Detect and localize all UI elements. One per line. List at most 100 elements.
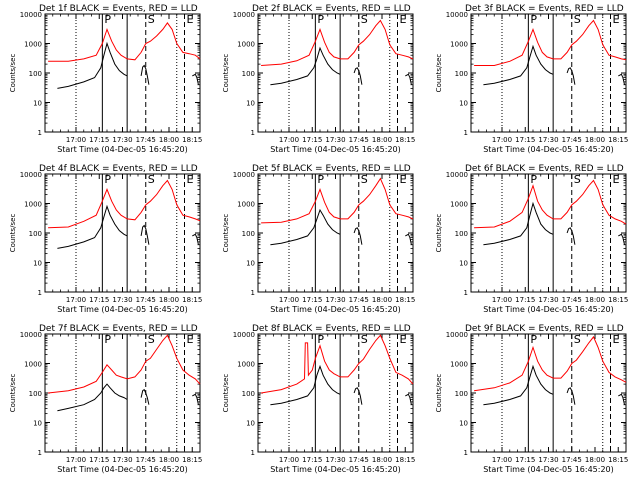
phase-flag: P — [317, 173, 324, 186]
x-tick-label: 18:15 — [608, 456, 628, 464]
x-tick-label: 17:45 — [136, 136, 156, 144]
x-tick-label: 18:15 — [182, 296, 202, 304]
phase-flag: S — [361, 333, 368, 346]
series-line — [566, 67, 576, 85]
phase-flag: P — [104, 13, 111, 26]
x-tick-label: 17:30 — [325, 296, 345, 304]
x-tick-label: 17:15 — [302, 296, 322, 304]
chart-panel: Det 6f BLACK = Events, RED = LLD 1 10 100 10… — [435, 164, 628, 314]
x-tick-label: 17:30 — [112, 136, 132, 144]
x-tick-label: 17:45 — [349, 296, 369, 304]
phase-flag: P — [104, 173, 111, 186]
x-tick-label: 17:45 — [562, 136, 582, 144]
y-tick-label: 100 — [29, 230, 42, 238]
x-tick-label: 17:30 — [112, 456, 132, 464]
x-tick-label: 18:00 — [372, 296, 392, 304]
x-tick-label: 17:30 — [112, 296, 132, 304]
series-line — [270, 364, 341, 406]
y-tick-label: 10 — [33, 260, 42, 268]
phase-flag: S — [148, 173, 155, 186]
x-tick-label: 18:15 — [395, 136, 415, 144]
chart-title: Det 6f BLACK = Events, RED = LLD — [465, 164, 624, 174]
y-axis-label: Counts/sec — [435, 374, 443, 413]
phase-flag: S — [574, 13, 581, 26]
x-tick-label: 17:00 — [492, 136, 512, 144]
y-tick-label: 100 — [29, 390, 42, 398]
phase-flag: S — [361, 173, 368, 186]
x-tick-label: 17:00 — [66, 296, 86, 304]
plot-frame — [44, 333, 201, 453]
plot-frame — [257, 333, 414, 453]
y-tick-label: 1000 — [450, 41, 468, 49]
x-tick-label: 18:00 — [159, 296, 179, 304]
phase-flag: E — [187, 13, 194, 26]
series-line — [261, 334, 414, 394]
series-line — [405, 233, 412, 245]
x-tick-label: 18:00 — [372, 136, 392, 144]
phase-flag: P — [104, 333, 111, 346]
x-tick-label: 17:00 — [279, 296, 299, 304]
series-line — [48, 22, 201, 62]
phase-flag: E — [613, 333, 620, 346]
x-axis-label: Start Time (04-Dec-05 16:45:20) — [57, 145, 188, 154]
chart-panel: Det 5f BLACK = Events, RED = LLD 1 10 100 10… — [222, 164, 415, 314]
phase-flag: E — [613, 13, 620, 26]
y-axis-label: Counts/sec — [435, 54, 443, 93]
x-tick-label: 17:00 — [66, 456, 86, 464]
series-line — [48, 179, 201, 229]
y-tick-label: 10000 — [233, 171, 255, 179]
series-line — [405, 393, 412, 405]
y-tick-label: 10000 — [233, 331, 255, 339]
y-tick-label: 10000 — [20, 171, 42, 179]
phase-flag: P — [530, 173, 537, 186]
phase-flag: P — [530, 333, 537, 346]
chart-title: Det 5f BLACK = Events, RED = LLD — [252, 164, 411, 174]
x-tick-label: 18:00 — [159, 456, 179, 464]
x-tick-label: 17:15 — [515, 456, 535, 464]
chart-panel: Det 8f BLACK = Events, RED = LLD 1 10 100 10… — [222, 324, 415, 474]
y-tick-label: 10 — [459, 260, 468, 268]
phase-flag: E — [613, 173, 620, 186]
phase-flag: S — [574, 333, 581, 346]
x-tick-label: 18:00 — [159, 136, 179, 144]
x-axis-label: Start Time (04-Dec-05 16:45:20) — [483, 305, 614, 314]
y-tick-label: 10000 — [20, 11, 42, 19]
x-tick-label: 17:15 — [302, 136, 322, 144]
series-line — [474, 179, 627, 229]
chart-title: Det 8f BLACK = Events, RED = LLD — [252, 324, 411, 334]
y-tick-label: 1 — [38, 289, 42, 297]
x-tick-label: 18:15 — [608, 296, 628, 304]
x-tick-label: 18:00 — [585, 296, 605, 304]
plot-frame — [257, 13, 414, 133]
y-tick-label: 10 — [459, 420, 468, 428]
x-tick-label: 17:30 — [538, 296, 558, 304]
x-axis-label: Start Time (04-Dec-05 16:45:20) — [57, 305, 188, 314]
y-axis-label: Counts/sec — [222, 374, 230, 413]
x-tick-label: 17:45 — [349, 136, 369, 144]
x-tick-label: 18:00 — [585, 136, 605, 144]
y-axis-label: Counts/sec — [9, 214, 17, 253]
phase-flag: P — [317, 13, 324, 26]
phase-flag: S — [148, 333, 155, 346]
plot-frame — [470, 173, 627, 293]
x-tick-label: 17:30 — [325, 136, 345, 144]
series-line — [405, 73, 412, 85]
series-line — [618, 73, 625, 85]
y-axis-label: Counts/sec — [222, 214, 230, 253]
phase-flag: S — [361, 13, 368, 26]
phase-flag: E — [187, 173, 194, 186]
series-line — [192, 233, 199, 245]
y-tick-label: 10 — [246, 100, 255, 108]
chart-title: Det 7f BLACK = Events, RED = LLD — [39, 324, 198, 334]
plot-frame — [257, 173, 414, 293]
x-tick-label: 18:15 — [182, 136, 202, 144]
y-tick-label: 1000 — [24, 41, 42, 49]
phase-flag: P — [317, 333, 324, 346]
series-line — [270, 208, 341, 246]
x-tick-label: 17:30 — [538, 136, 558, 144]
plot-frame — [470, 333, 627, 453]
series-line — [483, 364, 554, 406]
x-tick-label: 17:30 — [325, 456, 345, 464]
series-line — [57, 383, 128, 412]
